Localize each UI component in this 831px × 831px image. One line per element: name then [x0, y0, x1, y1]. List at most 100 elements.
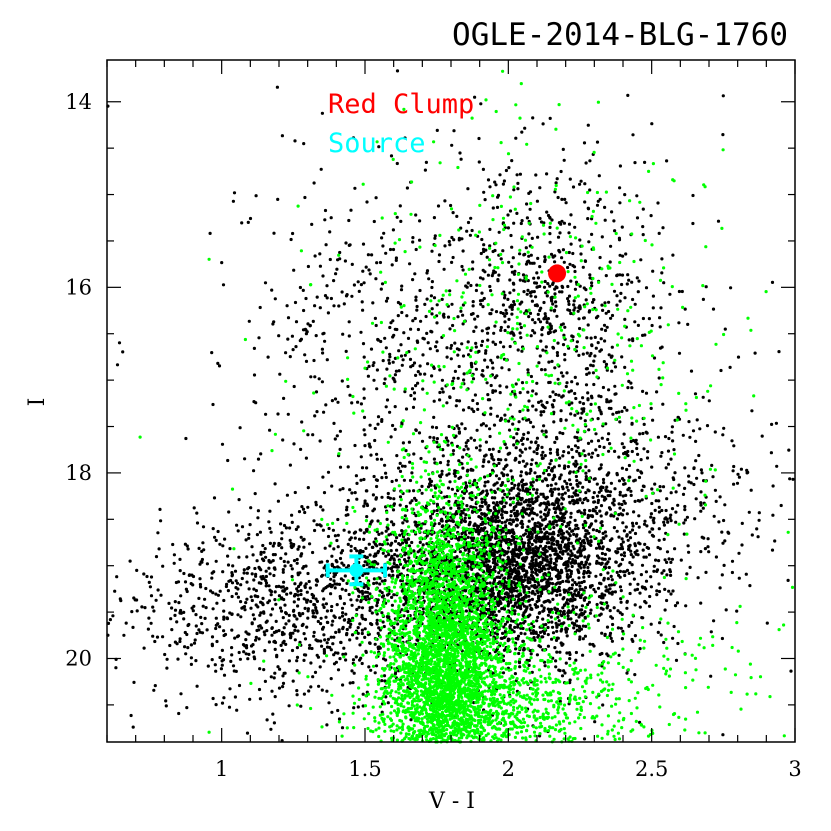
data-point	[665, 550, 670, 554]
data-point	[568, 678, 572, 682]
data-point	[395, 563, 399, 568]
data-point	[447, 499, 451, 504]
data-point	[406, 609, 410, 614]
data-point	[614, 560, 618, 564]
data-point	[223, 537, 227, 541]
data-point	[563, 491, 567, 495]
data-point	[561, 531, 566, 535]
data-point	[573, 518, 577, 523]
data-point	[553, 440, 557, 444]
data-point	[567, 568, 571, 572]
data-point	[740, 521, 744, 526]
data-point	[594, 574, 598, 578]
data-point	[299, 592, 303, 597]
data-point	[526, 408, 530, 412]
data-point	[293, 582, 297, 586]
data-point	[492, 506, 496, 511]
data-point	[433, 522, 437, 526]
data-point	[605, 562, 609, 566]
data-point	[369, 668, 373, 672]
data-point	[214, 703, 218, 707]
data-point	[271, 559, 275, 563]
data-point	[506, 213, 510, 217]
data-point	[651, 269, 655, 273]
data-point	[647, 317, 652, 321]
data-point	[769, 451, 774, 455]
data-point	[460, 342, 464, 346]
data-point	[258, 613, 262, 617]
data-point	[546, 633, 550, 637]
data-point	[537, 317, 541, 321]
data-point	[402, 478, 406, 482]
data-point	[671, 439, 675, 443]
data-point	[524, 246, 528, 250]
data-point	[522, 590, 526, 594]
data-point	[598, 581, 602, 585]
data-point	[698, 427, 702, 431]
data-point	[435, 303, 439, 307]
data-point	[637, 279, 641, 283]
data-point	[522, 604, 527, 608]
data-point	[273, 695, 277, 699]
data-point	[612, 219, 616, 223]
data-point	[210, 642, 214, 646]
data-point	[543, 550, 548, 554]
data-point	[487, 601, 491, 606]
data-point	[531, 565, 535, 570]
data-point	[637, 514, 641, 518]
data-point	[457, 426, 461, 431]
data-point	[621, 629, 625, 634]
data-point	[475, 402, 479, 406]
data-point	[558, 650, 562, 654]
data-point	[554, 665, 558, 669]
data-point	[538, 503, 542, 507]
data-point	[347, 530, 351, 534]
data-point	[471, 304, 475, 308]
data-point	[608, 490, 613, 494]
data-point	[620, 612, 624, 617]
data-point	[596, 314, 600, 318]
data-point	[368, 606, 372, 610]
data-point	[310, 592, 314, 597]
data-point	[572, 491, 576, 495]
data-point	[566, 488, 570, 492]
data-point	[417, 431, 422, 435]
data-point	[713, 488, 718, 492]
data-point	[474, 574, 478, 578]
data-point	[573, 597, 577, 602]
data-point	[549, 483, 553, 487]
data-point	[481, 597, 485, 601]
data-point	[182, 617, 186, 621]
data-point	[557, 668, 561, 672]
data-point	[586, 602, 590, 607]
data-point	[593, 354, 597, 358]
data-point	[508, 562, 512, 566]
data-point	[290, 648, 295, 653]
data-point	[550, 490, 555, 494]
data-point	[578, 537, 582, 541]
data-point	[522, 432, 526, 436]
data-point	[658, 485, 662, 489]
data-point	[173, 613, 177, 618]
data-point	[570, 599, 574, 603]
data-point	[692, 466, 696, 470]
data-point	[540, 604, 544, 608]
data-point	[333, 586, 337, 590]
data-point	[656, 630, 660, 635]
data-point	[477, 515, 481, 519]
data-point	[593, 477, 597, 481]
data-point	[493, 324, 497, 328]
data-point	[459, 520, 463, 524]
data-point	[531, 318, 535, 322]
data-point	[263, 547, 267, 551]
data-point	[774, 421, 779, 425]
data-point	[487, 460, 491, 464]
data-point	[390, 479, 394, 484]
data-point	[521, 459, 525, 463]
data-point	[487, 538, 491, 542]
data-point	[507, 166, 511, 170]
data-point	[598, 255, 602, 260]
data-point	[617, 502, 621, 506]
data-point	[662, 640, 666, 645]
data-point	[609, 406, 613, 411]
